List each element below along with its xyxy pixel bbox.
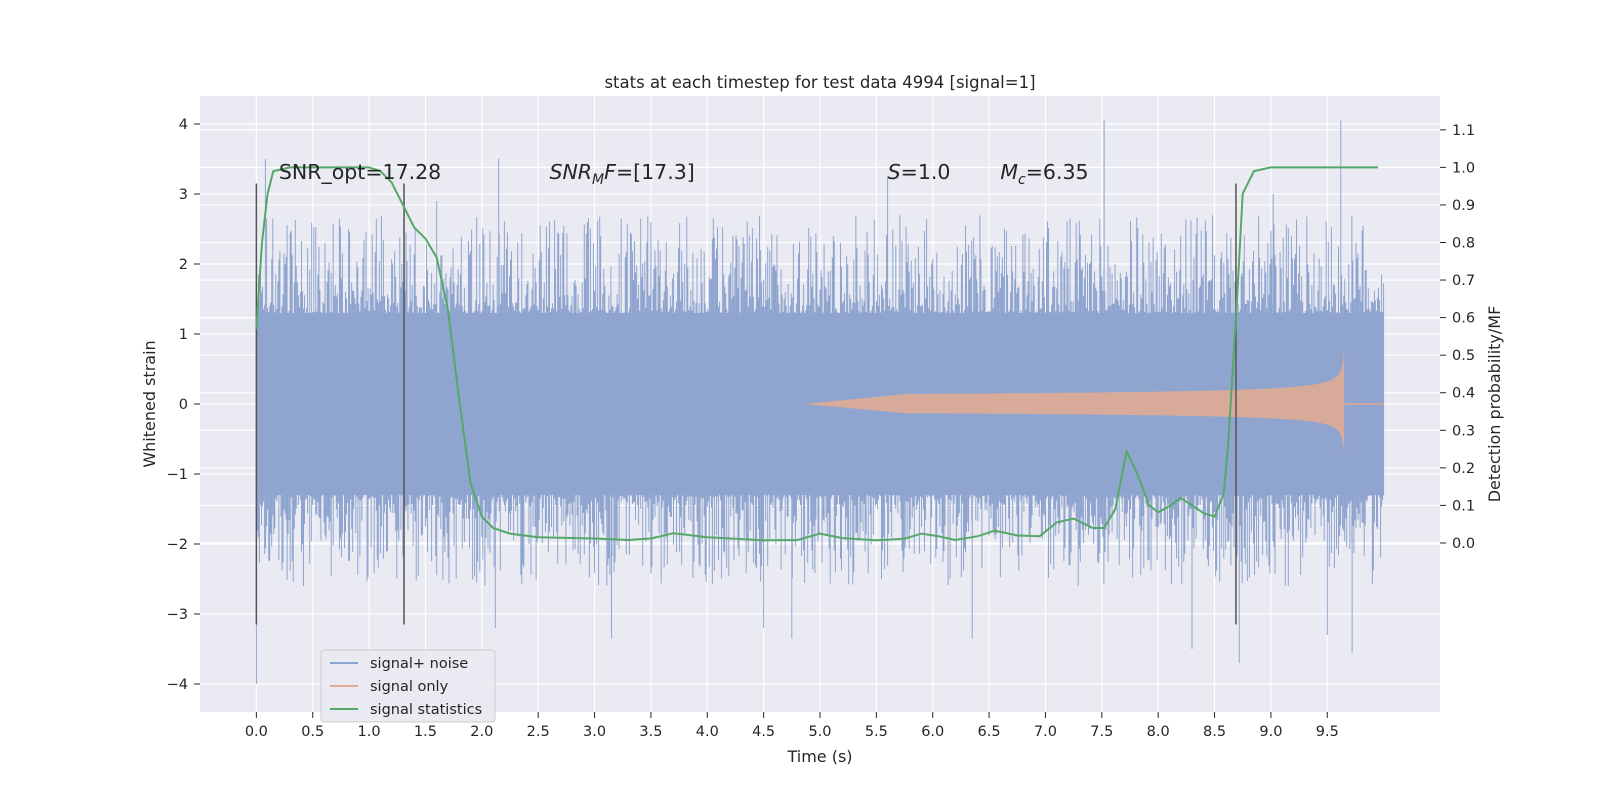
x-tick-label: 1.0	[358, 724, 381, 740]
x-tick-label: 1.5	[414, 724, 437, 740]
y-tick-label-left: 0	[179, 397, 188, 413]
x-tick-label: 0.0	[245, 724, 268, 740]
y-tick-label-left: 2	[179, 257, 188, 273]
x-tick-label: 5.5	[865, 724, 888, 740]
x-tick-label: 2.0	[470, 724, 493, 740]
y-tick-label-left: 3	[179, 187, 188, 203]
annotation-snr-mf: SNRMF=[17.3]	[549, 160, 694, 188]
legend: signal+ noise signal only signal statist…	[320, 649, 496, 723]
y-tick-label-left: −3	[167, 607, 188, 623]
ticks: 0.0 0.5 1.0 1.5 2.0 2.5 3.0 3.5 4.0 4.5 5.0 5.5 6.0 6…	[167, 117, 1475, 740]
chart-title: stats at each timestep for test data 499…	[604, 73, 1035, 92]
x-tick-label: 4.0	[696, 724, 719, 740]
y-tick-label-right: 0.7	[1452, 273, 1475, 289]
legend-box	[320, 649, 496, 723]
y-tick-label-left: 4	[179, 117, 188, 133]
vertical-lines	[255, 183, 1237, 625]
x-tick-label: 7.5	[1090, 724, 1113, 740]
y-tick-label-left: −4	[167, 677, 188, 693]
y-tick-label-right: 0.5	[1452, 348, 1475, 364]
y-tick-label-right: 0.3	[1452, 423, 1475, 439]
annotation-snr-opt: SNR_opt=17.28	[279, 160, 441, 185]
x-tick-label: 8.0	[1147, 724, 1170, 740]
legend-label-signal-only: signal only	[370, 679, 449, 695]
y-tick-label-right: 0.2	[1452, 461, 1475, 477]
annotations: SNR_opt=17.28 SNRMF=[17.3] S=1.0 Mc=6.35	[279, 160, 1089, 188]
legend-label-signal-statistics: signal statistics	[370, 702, 482, 718]
x-tick-label: 0.5	[301, 724, 324, 740]
y-tick-label-left: 1	[179, 327, 188, 343]
x-tick-label: 9.0	[1259, 724, 1282, 740]
y-tick-label-right: 1.0	[1452, 160, 1475, 176]
legend-label-signal-noise: signal+ noise	[370, 656, 468, 672]
annotation-s-val: S=1.0	[888, 160, 951, 184]
y-tick-label-right: 1.1	[1452, 123, 1475, 139]
x-tick-label: 3.5	[639, 724, 662, 740]
y-tick-label-left: −1	[167, 467, 188, 483]
x-tick-label: 3.0	[583, 724, 606, 740]
x-tick-label: 8.5	[1203, 724, 1226, 740]
y-tick-label-left: −2	[167, 537, 188, 553]
chirp-series	[803, 257, 1384, 456]
x-tick-label: 6.0	[921, 724, 944, 740]
x-tick-label: 6.5	[978, 724, 1001, 740]
chirp-envelope	[803, 257, 1345, 456]
statistics-line	[255, 166, 1378, 542]
annotation-mc-val: Mc=6.35	[1000, 160, 1088, 188]
y-tick-label-right: 0.8	[1452, 235, 1475, 251]
x-tick-label: 2.5	[527, 724, 550, 740]
y-tick-label-right: 0.9	[1452, 198, 1475, 214]
y-tick-label-right: 0.6	[1452, 311, 1475, 327]
x-tick-label: 7.0	[1034, 724, 1057, 740]
x-tick-label: 9.5	[1316, 724, 1339, 740]
x-tick-label: 5.0	[808, 724, 831, 740]
statistics-series	[255, 166, 1378, 542]
y-axis-label-left: Whitened strain	[140, 340, 159, 467]
y-tick-label-right: 0.0	[1452, 536, 1475, 552]
x-axis-label: Time (s)	[786, 747, 852, 766]
y-axis-label-right: Detection probability/MF	[1485, 306, 1504, 503]
x-tick-label: 4.5	[752, 724, 775, 740]
y-tick-label-right: 0.1	[1452, 498, 1475, 514]
y-tick-label-right: 0.4	[1452, 386, 1475, 402]
